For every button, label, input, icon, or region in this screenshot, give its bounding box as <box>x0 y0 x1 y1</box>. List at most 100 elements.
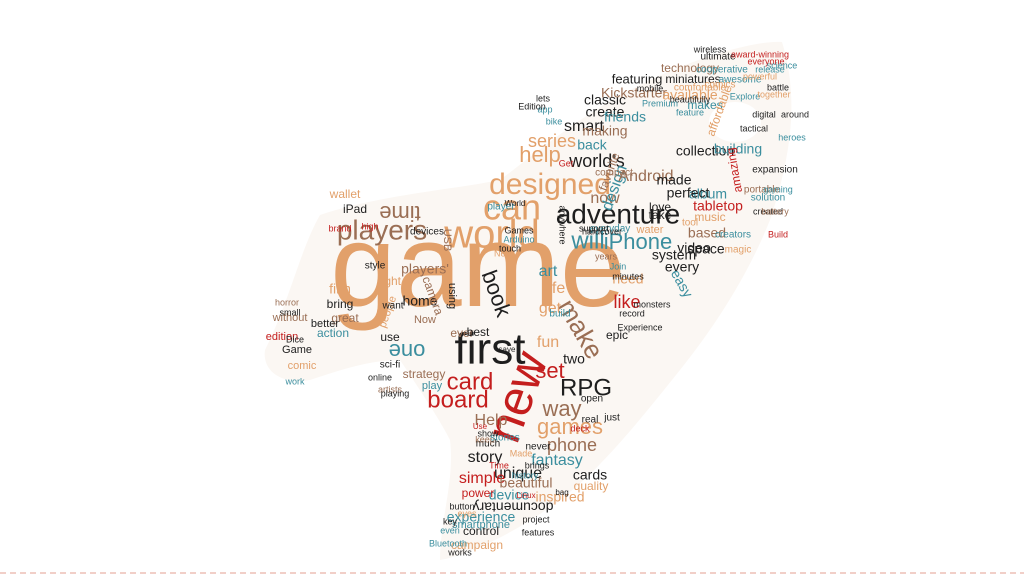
cloud-word: building <box>714 141 762 157</box>
cloud-word: Experience <box>617 322 662 332</box>
cloud-word: comfortable <box>674 83 727 94</box>
cloud-word: together <box>757 89 790 99</box>
cloud-word: simple <box>459 470 505 487</box>
cloud-word: ultimate <box>700 52 735 63</box>
cloud-word: everyone <box>747 56 784 66</box>
cloud-word: RPG <box>560 374 612 401</box>
cloud-word: Android <box>618 168 673 185</box>
cloud-word: Linux <box>516 491 535 500</box>
cloud-word: best <box>467 325 490 339</box>
cloud-word: key <box>443 516 458 526</box>
cloud-word: album <box>689 186 727 202</box>
cloud-word: board <box>427 386 488 413</box>
cloud-word: every <box>665 259 699 275</box>
cloud-word: life <box>545 280 566 297</box>
cloud-word: wallet <box>329 187 361 201</box>
cloud-word: gaming <box>763 184 793 194</box>
cloud-word: bike <box>546 116 563 126</box>
cloud-word: now <box>590 190 620 207</box>
cloud-word: battle <box>767 82 789 92</box>
cloud-word: designed <box>489 168 611 201</box>
cloud-word: artists <box>378 384 403 394</box>
cloud-word: control <box>463 524 499 538</box>
cloud-word: fun <box>537 334 559 351</box>
cloud-word: online <box>368 372 392 382</box>
cloud-word: just <box>603 413 620 424</box>
cloud-word: love <box>649 200 671 214</box>
cloud-word: ever <box>450 326 473 340</box>
cloud-word: space <box>687 241 725 257</box>
cloud-word: use <box>380 330 400 344</box>
cloud-word: brand <box>328 223 351 233</box>
cloud-word: keep <box>475 434 495 444</box>
cloud-word: adventure <box>556 198 681 229</box>
cloud-word: iPhone <box>604 229 673 254</box>
cloud-word: can <box>483 187 541 228</box>
cloud-word: one <box>389 339 426 364</box>
cloud-word: Made <box>510 448 533 458</box>
cloud-word: New <box>494 248 513 258</box>
cloud-word: deck <box>570 423 590 433</box>
cloud-word: around <box>781 109 809 119</box>
cloud-word: wireless <box>693 44 727 54</box>
cloud-word: play <box>422 380 443 392</box>
cloud-word: never <box>525 442 551 453</box>
cloud-word: iPad <box>343 202 367 216</box>
cloud-word: bag <box>555 488 568 497</box>
cloud-word: take <box>649 208 672 222</box>
cloud-word: home <box>402 293 437 309</box>
cloud-word: feature <box>676 107 704 117</box>
cloud-word: want <box>381 301 403 312</box>
cloud-word: USB <box>441 229 453 252</box>
cloud-word: Games <box>504 225 534 235</box>
cloud-word: world <box>443 213 540 257</box>
cloud-word: first <box>455 325 526 374</box>
cloud-word: everyday <box>590 224 631 235</box>
cloud-word: release <box>755 64 785 74</box>
cloud-word: beautifully <box>670 94 711 104</box>
cloud-word: smart <box>564 118 605 135</box>
cloud-word: tabletop <box>693 198 743 214</box>
cloud-word: tool <box>682 218 698 229</box>
cloud-word: Help <box>475 412 508 429</box>
cloud-word: minutes <box>612 271 644 281</box>
cloud-word: record <box>619 308 645 318</box>
cloud-word: Time <box>489 460 509 470</box>
cloud-word: devices <box>410 227 444 238</box>
cloud-word: cards <box>573 467 607 483</box>
cloud-word: making <box>582 123 627 139</box>
cloud-word: Now <box>414 314 436 326</box>
cloud-word: using <box>446 283 458 309</box>
cloud-word: playing <box>381 388 410 398</box>
cloud-word: bring <box>327 297 354 311</box>
cloud-word: great <box>331 311 359 325</box>
cloud-word: classic <box>584 92 626 108</box>
cloud-word: like <box>613 292 640 312</box>
cloud-word: hardcover <box>582 226 622 236</box>
cloud-word: Join <box>610 261 627 271</box>
cloud-word: powerful <box>743 71 777 81</box>
cloud-word: friends <box>604 109 646 125</box>
cloud-word: fantasy <box>531 452 583 469</box>
cloud-word: available <box>662 87 717 103</box>
cloud-word: magic <box>725 245 752 256</box>
cloud-word: create <box>586 104 625 120</box>
cloud-word: Get <box>559 158 574 168</box>
cloud-word: way <box>541 396 581 421</box>
cloud-word: help <box>519 142 561 167</box>
cloud-word: makes <box>687 98 722 112</box>
cloud-word: portable <box>744 185 781 196</box>
cloud-word: story <box>468 449 503 466</box>
cloud-word: World <box>505 199 526 208</box>
cloud-word: Build <box>768 229 788 239</box>
cloud-word: players' <box>401 261 449 277</box>
cloud-word: will <box>570 227 604 254</box>
cloud-word: series <box>528 131 576 151</box>
cloud-word: music <box>694 210 725 224</box>
cloud-word: campaign <box>451 538 503 552</box>
cloud-word: expansion <box>752 165 798 176</box>
cloud-word: monsters <box>633 299 671 309</box>
cloud-word: edition <box>266 331 298 343</box>
cloud-word: made <box>656 172 691 188</box>
cloud-word: without <box>272 312 308 324</box>
